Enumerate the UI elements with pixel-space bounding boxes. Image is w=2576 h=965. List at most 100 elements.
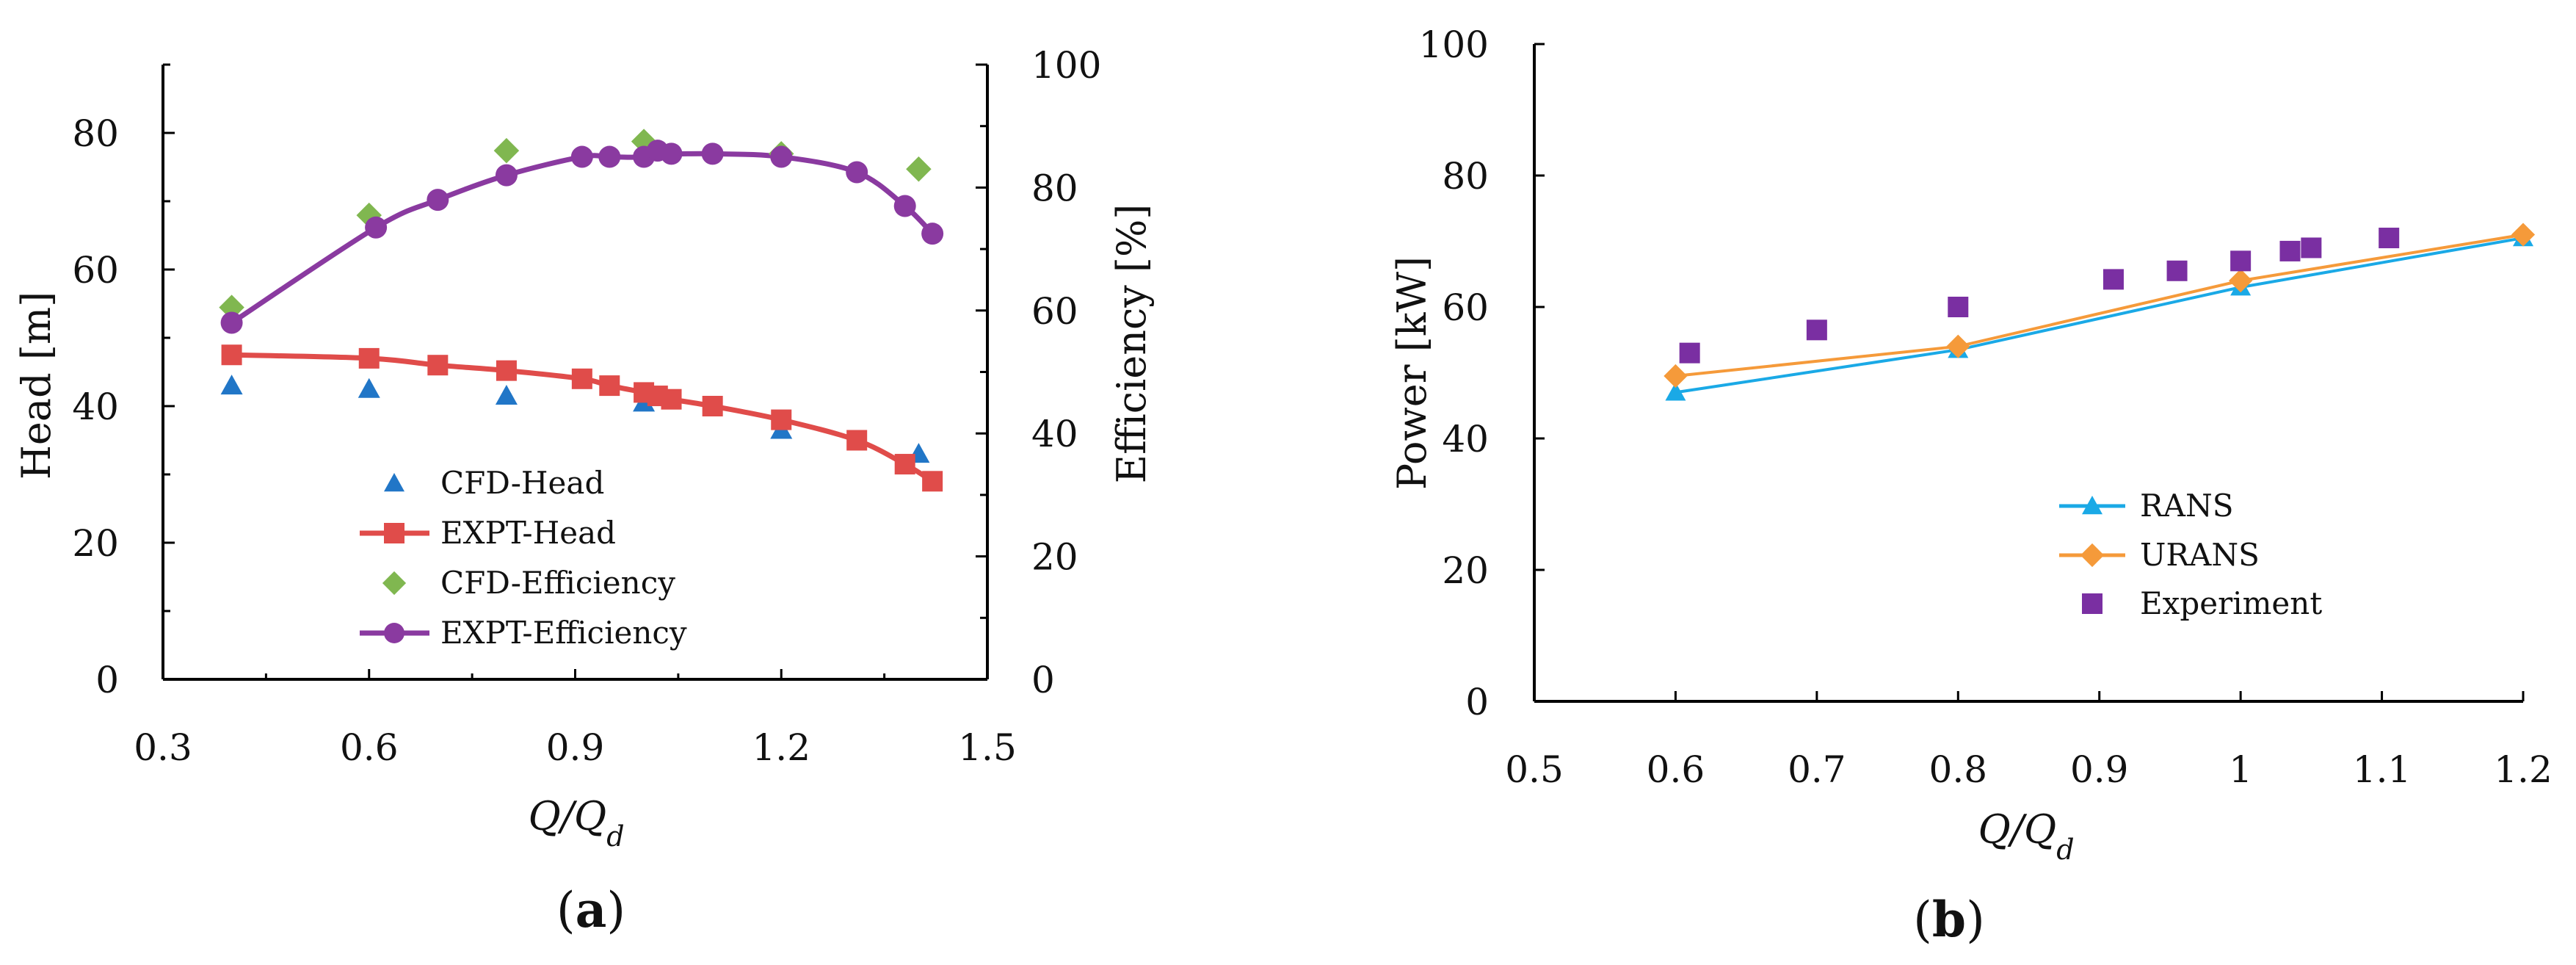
chart-a-point-cfd-head: [495, 385, 518, 405]
chart-b-point-experiment: [1948, 297, 1969, 317]
chart-a-point-expt-efficiency: [598, 145, 621, 168]
chart-a-point-cfd-efficiency: [493, 137, 520, 164]
chart-a-point-expt-head: [922, 471, 943, 492]
chart-a-point-expt-efficiency: [365, 216, 388, 239]
chart-a-panel-close: ): [606, 882, 625, 939]
chart-a-point-expt-head: [221, 344, 242, 366]
chart-a-point-expt-efficiency: [570, 145, 593, 168]
chart-b-x-tick-label: 0.5: [1505, 748, 1564, 791]
chart-a-point-cfd-efficiency: [906, 156, 932, 182]
chart-a-y-label-left: Head [m]: [13, 292, 59, 480]
chart-b-y-tick-labels: 0 20 40 60 80 100: [1419, 24, 1489, 723]
chart-b-legend-experiment: Experiment: [2140, 585, 2322, 621]
chart-b-panel-label: (b): [1913, 891, 1985, 948]
chart-b-panel-close: ): [1966, 892, 1985, 948]
chart-a-x-tick-label: 1.2: [752, 726, 810, 769]
chart-b-y-tick-label: 40: [1442, 418, 1489, 460]
chart-b-x-label: Q/Qd: [1978, 806, 2074, 866]
chart-b-legend-marker: [2080, 543, 2105, 568]
chart-b-line-rans: [1675, 236, 2524, 394]
chart-b-x-tick-label: 1.1: [2353, 748, 2412, 791]
chart-a-legend-expt-head: EXPT-Head: [440, 515, 616, 551]
chart-b-legend-urans: URANS: [2140, 537, 2260, 573]
chart-a-point-expt-head: [358, 347, 380, 369]
chart-b-legend-marker: [2082, 593, 2102, 614]
chart-b-y-label: Power [kW]: [1389, 256, 1435, 490]
chart-b-y-tick-label: 0: [1465, 681, 1489, 723]
chart-b-x-tick-label: 0.6: [1647, 748, 1705, 791]
chart-a-point-expt-head: [599, 375, 620, 397]
chart-b-x-label-sub: d: [2056, 834, 2074, 866]
chart-b-y-tick-label: 60: [1442, 286, 1489, 329]
chart-a-point-expt-efficiency: [921, 223, 944, 245]
chart-a-legend-marker: [384, 523, 404, 543]
chart-a-point-cfd-head: [358, 377, 380, 398]
chart-a-point-expt-head: [427, 355, 449, 376]
chart-a-point-cfd-efficiency: [219, 294, 244, 320]
chart-b-point-rans: [1665, 382, 1686, 401]
chart-a-point-expt-efficiency: [220, 311, 243, 334]
chart-a-panel-open: (: [556, 882, 576, 939]
chart-a-x-tick-label: 0.9: [546, 726, 605, 769]
chart-a-point-expt-efficiency: [893, 195, 916, 217]
chart-a-point-expt-head: [702, 396, 723, 416]
chart-a-point-expt-efficiency: [495, 164, 518, 187]
chart-b-legend-rans: RANS: [2140, 488, 2233, 524]
chart-b-line-urans: [1675, 233, 2524, 377]
chart-b-x-label-main: Q/Q: [1978, 806, 2056, 853]
chart-b-point-experiment: [1806, 319, 1827, 341]
chart-a-y-left-tick-label: 80: [72, 112, 119, 155]
chart-b-x-tick-label: 1.2: [2494, 748, 2553, 791]
chart-a-point-expt-efficiency: [770, 145, 793, 168]
chart-a-tick-marks: [162, 63, 989, 681]
chart-b-x-tick-label: 0.7: [1788, 748, 1846, 791]
chart-a-y-right-tick-label: 20: [1031, 536, 1078, 579]
chart-b-series-lines: [1675, 233, 2524, 394]
chart-b-point-urans: [1663, 364, 1688, 388]
chart-a-legend-cfd-head: CFD-Head: [440, 465, 604, 501]
chart-a-y-left-tick-label: 40: [72, 386, 119, 428]
chart-a-legend-expt-efficiency: EXPT-Efficiency: [440, 615, 687, 651]
chart-a-data-points: [219, 129, 944, 492]
chart-a-panel-label: (a): [556, 881, 625, 939]
chart-b-panel-open: (: [1913, 892, 1932, 948]
chart-b-x-tick-label: 0.8: [1929, 748, 1988, 791]
chart-b-point-experiment: [2166, 260, 2188, 281]
chart-a-point-expt-efficiency: [846, 161, 868, 184]
chart-a-y-left-tick-label: 0: [95, 659, 119, 701]
chart-b-point-experiment: [2279, 240, 2301, 261]
chart-a-legend-cfd-efficiency: CFD-Efficiency: [440, 565, 675, 601]
chart-a-point-expt-head: [661, 388, 682, 410]
chart-b-data-points: [1663, 223, 2536, 401]
chart-a-x-tick-label: 0.3: [134, 726, 192, 769]
chart-a-x-tick-label: 0.6: [340, 726, 399, 769]
chart-a-x-tick-label: 1.5: [958, 726, 1017, 769]
chart-b-point-experiment: [2230, 250, 2252, 272]
chart-b-point-experiment: [2379, 228, 2400, 249]
chart-a-series-lines: [230, 148, 935, 484]
chart-a-point-expt-efficiency: [660, 142, 683, 165]
chart-b-x-tick-label: 1: [2229, 748, 2252, 791]
chart-a-y-right-tick-labels: 0 20 40 60 80 100: [1031, 44, 1101, 701]
chart-a-legend-marker: [384, 473, 404, 492]
chart-b-tick-marks: [1533, 43, 2525, 703]
chart-b-x-tick-label: 0.9: [2070, 748, 2129, 791]
chart-a-y-right-tick-label: 80: [1031, 167, 1078, 209]
chart-a-y-right-tick-label: 0: [1031, 659, 1055, 701]
chart-a: 0.3 0.6 0.9 1.2 1.5 0 20 40 60 80 0 20 40 60 80 100 H…: [13, 44, 1155, 939]
chart-b-point-experiment: [2102, 269, 2124, 290]
chart-a-y-left-tick-label: 60: [72, 249, 119, 292]
chart-b-y-tick-label: 80: [1442, 155, 1489, 198]
chart-a-point-cfd-head: [220, 375, 243, 395]
chart-b-legend-keys: [2059, 496, 2125, 614]
chart-b-y-tick-label: 100: [1419, 24, 1489, 66]
chart-b-x-tick-labels: 0.5 0.6 0.7 0.8 0.9 1 1.1 1.2: [1505, 748, 2553, 791]
chart-a-legend: CFD-Head EXPT-Head CFD-Efficiency EXPT-E…: [360, 465, 687, 651]
chart-a-panel-letter: a: [576, 881, 607, 939]
chart-a-legend-marker: [384, 623, 404, 643]
chart-b: 0.5 0.6 0.7 0.8 0.9 1 1.1 1.2 0 20 40 60 80 100 Powe…: [1389, 24, 2553, 948]
chart-a-point-expt-efficiency: [701, 142, 724, 165]
chart-a-legend-marker: [382, 571, 407, 596]
chart-a-point-expt-head: [846, 430, 868, 451]
